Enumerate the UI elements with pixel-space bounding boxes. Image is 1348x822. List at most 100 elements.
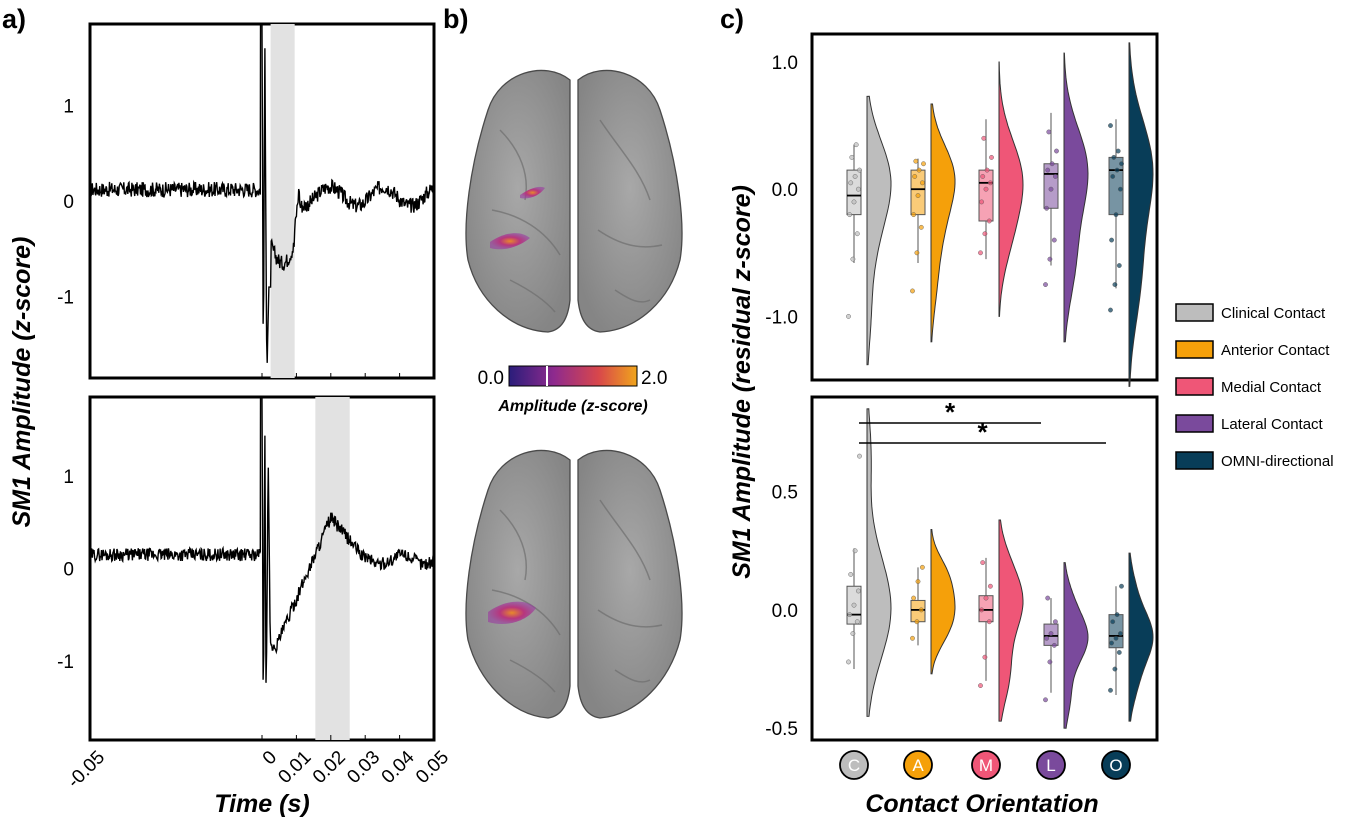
activation-top-upper bbox=[520, 186, 545, 199]
raincloud-c bbox=[846, 408, 892, 717]
shaded-window bbox=[270, 24, 295, 378]
data-point bbox=[912, 174, 918, 179]
legend-swatch bbox=[1175, 340, 1214, 359]
violin-half bbox=[1063, 562, 1089, 729]
data-point bbox=[911, 212, 916, 218]
data-point bbox=[1049, 161, 1055, 167]
data-point bbox=[1044, 205, 1050, 211]
data-point bbox=[1119, 583, 1124, 589]
raincloud-m bbox=[978, 519, 1024, 722]
legend: Clinical Contact Anterior Contact Medial C… bbox=[1175, 303, 1334, 470]
data-point bbox=[857, 453, 862, 459]
data-point bbox=[980, 560, 986, 565]
shaded-window bbox=[315, 397, 350, 740]
data-point bbox=[979, 607, 984, 613]
data-point bbox=[914, 250, 920, 256]
colorbar-title: Amplitude (z-score) bbox=[497, 398, 647, 415]
a-top-plot: 1 0 -1 bbox=[57, 24, 435, 378]
data-point bbox=[850, 631, 856, 636]
brain-top bbox=[465, 69, 683, 333]
data-point bbox=[1113, 212, 1119, 218]
legend-swatch bbox=[1175, 414, 1214, 433]
data-point bbox=[986, 218, 992, 224]
y-tick-label: -1 bbox=[57, 652, 74, 673]
raincloud-m bbox=[978, 61, 1024, 317]
data-point bbox=[852, 548, 858, 554]
violin-half bbox=[930, 103, 956, 343]
data-point bbox=[1108, 123, 1113, 128]
data-point bbox=[1118, 631, 1123, 636]
colorbar-max-label: 2.0 bbox=[641, 368, 667, 389]
legend-item-m: Medial Contact bbox=[1175, 377, 1322, 396]
data-point bbox=[983, 186, 989, 192]
y-tick-label: 0.0 bbox=[772, 180, 798, 201]
data-point bbox=[978, 683, 983, 688]
data-point bbox=[989, 154, 994, 160]
data-point bbox=[1051, 642, 1057, 648]
brain-top-left-hemisphere bbox=[465, 69, 571, 333]
data-point bbox=[851, 199, 857, 205]
data-point bbox=[1116, 650, 1122, 655]
data-point bbox=[1108, 687, 1113, 693]
y-tick-label: 1.0 bbox=[772, 53, 798, 74]
x-tick-label: 0.02 bbox=[309, 747, 350, 788]
data-point bbox=[847, 612, 852, 618]
data-point bbox=[856, 186, 861, 192]
data-point bbox=[1112, 282, 1118, 287]
violin-half bbox=[866, 408, 892, 717]
data-point bbox=[1045, 167, 1051, 173]
data-point bbox=[1111, 154, 1117, 160]
y-tick-label: -0.5 bbox=[765, 719, 798, 740]
y-tick-label: 0 bbox=[63, 192, 74, 213]
trace-line bbox=[90, 24, 434, 363]
raincloud-c bbox=[846, 95, 892, 366]
raincloud-l bbox=[1043, 562, 1089, 729]
data-point bbox=[1109, 237, 1115, 243]
data-point bbox=[849, 154, 855, 160]
legend-label: Lateral Contact bbox=[1221, 416, 1324, 433]
data-point bbox=[978, 250, 983, 256]
legend-item-o: OMNI-directional bbox=[1175, 451, 1334, 470]
c-bottom-plot: 0.5 0.0 -0.5 * * bbox=[765, 397, 1154, 740]
category-marker-c: C bbox=[839, 750, 869, 780]
legend-item-c: Clinical Contact bbox=[1175, 303, 1326, 322]
data-point bbox=[854, 619, 860, 625]
category-marker-l: L bbox=[1036, 750, 1066, 780]
x-tick-label: 0 bbox=[259, 747, 281, 769]
data-point bbox=[983, 595, 989, 601]
data-point bbox=[1048, 631, 1054, 636]
violin-half bbox=[1128, 42, 1154, 387]
legend-label: Medial Contact bbox=[1221, 379, 1322, 396]
data-point bbox=[857, 167, 862, 173]
colorbar-min-label: 0.0 bbox=[478, 368, 504, 389]
raincloud-a bbox=[910, 528, 956, 675]
data-point bbox=[915, 579, 921, 584]
c-top-plot: 1.0 0.0 -1.0 bbox=[765, 42, 1154, 387]
data-point bbox=[988, 583, 993, 589]
data-point bbox=[920, 564, 925, 570]
data-point bbox=[1108, 307, 1113, 313]
a-bottom-plot: 10-1-0.05 00.010.020.030.040.05 bbox=[57, 397, 453, 792]
data-point bbox=[1051, 237, 1057, 243]
data-point bbox=[988, 180, 993, 186]
colorbar-gradient bbox=[508, 365, 638, 387]
panel-label-b: b) bbox=[443, 4, 468, 34]
data-point bbox=[1044, 635, 1050, 641]
x-tick-label: -0.05 bbox=[64, 747, 109, 792]
svg-text:O: O bbox=[1109, 756, 1122, 775]
legend-swatch bbox=[1175, 451, 1214, 470]
data-point bbox=[1047, 256, 1053, 262]
data-point bbox=[982, 231, 988, 237]
data-point bbox=[910, 635, 915, 641]
x-tick-label: 0.03 bbox=[343, 747, 384, 788]
data-point bbox=[851, 602, 857, 608]
data-point bbox=[921, 161, 926, 167]
data-point bbox=[854, 231, 860, 237]
data-point bbox=[1045, 595, 1051, 601]
data-point bbox=[847, 212, 852, 218]
data-point bbox=[1116, 263, 1122, 268]
data-point bbox=[915, 193, 921, 198]
svg-text:C: C bbox=[848, 756, 860, 775]
violin-half bbox=[930, 528, 956, 675]
